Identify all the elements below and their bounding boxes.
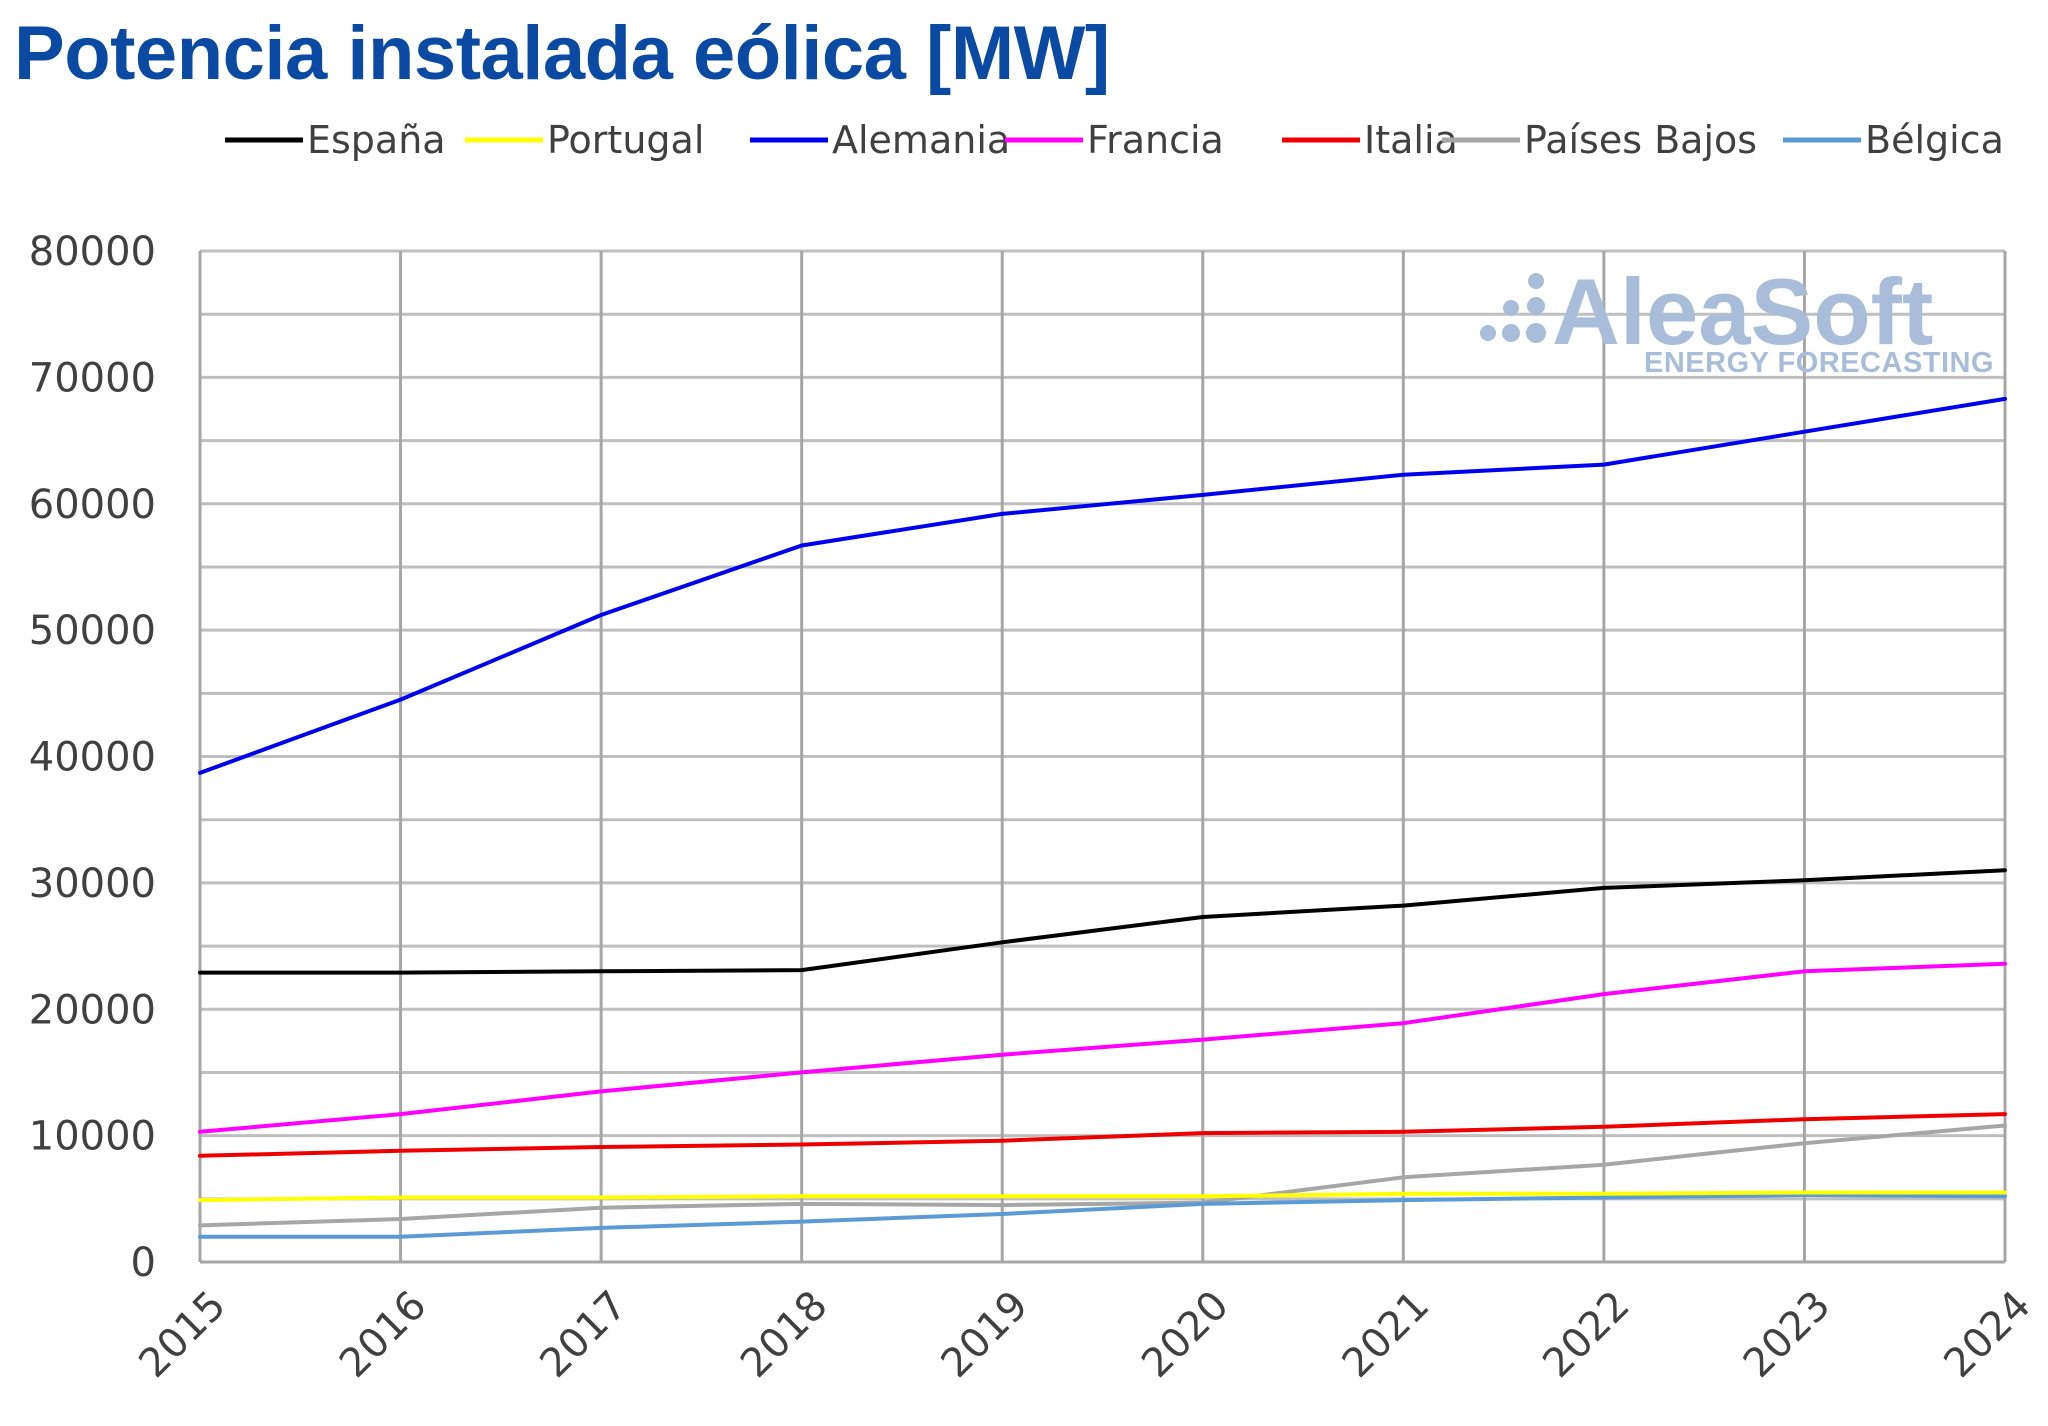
- legend-label: Francia: [1087, 118, 1224, 162]
- legend-label: Bélgica: [1865, 118, 2004, 162]
- y-tick-label: 0: [131, 1240, 156, 1286]
- series-line-bélgica: [198, 1193, 2007, 1239]
- y-tick-label: 40000: [29, 735, 156, 781]
- x-tick-label: 2023: [1735, 1282, 1840, 1387]
- legend-label: Países Bajos: [1524, 118, 1757, 162]
- legend-item: Países Bajos: [1442, 118, 1757, 162]
- logo-dot: [1528, 273, 1544, 289]
- x-tick-label: 2018: [732, 1282, 837, 1387]
- y-tick-label: 60000: [29, 482, 156, 528]
- x-tick-label: 2015: [130, 1282, 235, 1387]
- y-tick-label: 30000: [29, 861, 156, 907]
- legend-item: Italia: [1282, 118, 1458, 162]
- chart-grid: [198, 249, 2007, 1264]
- logo-dot: [1526, 323, 1546, 343]
- legend-item: Francia: [1005, 118, 1224, 162]
- series-line-francia: [198, 961, 2007, 1134]
- aleasoft-watermark: AleaSoft ENERGY FORECASTING: [1480, 259, 1994, 379]
- logo-dot: [1480, 325, 1496, 341]
- x-tick-label: 2020: [1133, 1282, 1238, 1387]
- series-line-portugal: [198, 1190, 2007, 1203]
- x-tick-label: 2019: [933, 1282, 1038, 1387]
- legend-label: Alemania: [832, 118, 1010, 162]
- watermark-brand: AleaSoft: [1552, 259, 1933, 364]
- x-tick-label: 2016: [331, 1282, 436, 1387]
- y-tick-label: 10000: [29, 1114, 156, 1160]
- aleasoft-logo-dots-icon: [1480, 273, 1546, 343]
- legend-label: Portugal: [547, 118, 704, 162]
- y-axis-ticks: 0 10000 20000 30000 40000 50000 60000 70000 8000…: [29, 229, 156, 1286]
- x-tick-label: 2021: [1334, 1282, 1439, 1387]
- x-axis-ticks: 2015 2016 2017 2018 2019 2020 2021 2022 2023 2024: [130, 1282, 2040, 1387]
- logo-dot: [1503, 300, 1519, 316]
- y-tick-label: 80000: [29, 229, 156, 275]
- chart-title: Potencia instalada eólica [MW]: [14, 11, 1110, 96]
- legend-item: España: [225, 118, 446, 162]
- series-line-españa: [198, 868, 2007, 975]
- legend-item: Bélgica: [1783, 118, 2004, 162]
- series-line-países-bajos: [198, 1123, 2007, 1228]
- y-tick-label: 20000: [29, 987, 156, 1033]
- series-line-italia: [198, 1112, 2007, 1158]
- logo-dot: [1502, 324, 1520, 342]
- watermark-tagline: ENERGY FORECASTING: [1644, 347, 1994, 379]
- x-tick-label: 2017: [531, 1282, 636, 1387]
- x-tick-label: 2022: [1534, 1282, 1639, 1387]
- chart-series: [198, 396, 2007, 1239]
- y-tick-label: 70000: [29, 355, 156, 401]
- chart-legend: España Portugal Alemania Francia Italia Paíse…: [225, 118, 2004, 162]
- logo-dot: [1527, 297, 1545, 315]
- y-tick-label: 50000: [29, 608, 156, 654]
- series-line-alemania: [198, 396, 2007, 775]
- legend-item: Portugal: [465, 118, 704, 162]
- legend-label: España: [307, 118, 446, 162]
- legend-item: Alemania: [750, 118, 1010, 162]
- x-tick-label: 2024: [1935, 1282, 2040, 1387]
